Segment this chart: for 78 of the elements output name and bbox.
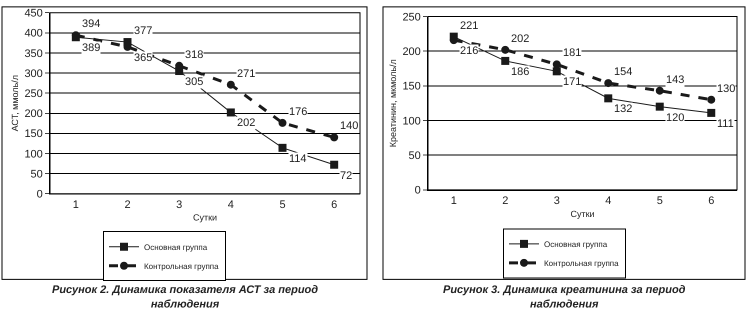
x-tick-label: 3 [176, 198, 182, 211]
data-label: 130 [717, 83, 736, 95]
data-label: 140 [340, 120, 358, 132]
x-tick-label: 2 [124, 198, 131, 211]
data-label: 176 [289, 106, 308, 118]
x-tick-label: 5 [279, 198, 286, 211]
data-label: 318 [185, 49, 204, 61]
point [656, 102, 664, 111]
data-label: 389 [82, 42, 100, 54]
y-tick-label: 0 [414, 184, 421, 197]
y-tick-label: 50 [30, 168, 43, 180]
point [656, 86, 664, 95]
data-label: 394 [82, 18, 100, 30]
point [552, 60, 561, 68]
y-tick-label: 250 [402, 11, 421, 24]
point [707, 96, 716, 104]
data-label: 171 [563, 76, 582, 88]
x-axis-title: Сутки [570, 208, 595, 219]
text: Рисунок 3. Динамика креатинина за период наблюдения [443, 284, 686, 310]
point [501, 46, 510, 54]
y-axis-title: Креатинин, мкмоль/л [388, 59, 398, 148]
point [278, 118, 286, 127]
legend-label: Основная группа [144, 242, 208, 252]
legend-label: Основная группа [544, 240, 608, 249]
text: Рисунок 2. Динамика показателя АСТ за период наблюдения [52, 284, 318, 310]
point [278, 144, 286, 152]
data-label: 365 [134, 52, 152, 64]
y-tick-label: 50 [408, 150, 421, 162]
point [552, 67, 561, 76]
x-tick-label: 1 [72, 198, 79, 211]
y-tick-label: 0 [36, 188, 43, 201]
x-tick-label: 1 [450, 195, 457, 208]
y-tick-label: 300 [24, 68, 43, 80]
data-label: 216 [460, 45, 478, 57]
x-tick-label: 3 [554, 195, 560, 208]
data-label: 181 [563, 47, 582, 59]
x-tick-label: 5 [656, 195, 663, 208]
data-label: 186 [511, 66, 530, 78]
legend-label: Контрольная группа [144, 262, 220, 271]
y-tick-label: 150 [24, 128, 43, 140]
y-tick-label: 150 [402, 80, 421, 93]
data-label: 120 [666, 112, 684, 124]
y-tick-label: 250 [24, 88, 43, 100]
x-tick-label: 4 [228, 198, 234, 211]
data-label: 132 [614, 103, 632, 115]
data-label: 72 [340, 170, 352, 182]
point [330, 160, 338, 169]
x-tick-label: 6 [331, 198, 338, 211]
data-label: 143 [666, 74, 684, 86]
legend-label: Контрольная группа [544, 258, 620, 268]
data-label: 221 [460, 20, 478, 32]
y-tick-label: 350 [24, 48, 43, 60]
point [330, 133, 338, 142]
point [604, 79, 612, 88]
data-label: 154 [614, 66, 632, 78]
x-tick-label: 4 [605, 195, 612, 208]
y-axis-title: АСТ, ммоль/л [10, 75, 20, 132]
point [501, 56, 510, 65]
y-tick-label: 200 [24, 108, 43, 120]
x-tick-label: 2 [502, 195, 508, 208]
data-label: 114 [289, 153, 307, 165]
data-label: 202 [237, 117, 256, 129]
x-tick-label: 6 [708, 195, 714, 208]
point [226, 108, 235, 116]
y-tick-label: 450 [24, 8, 43, 20]
data-label: 202 [511, 33, 530, 45]
data-label: 271 [237, 68, 256, 80]
x-axis-title: Сутки [192, 212, 218, 223]
point [604, 94, 612, 102]
data-label: 377 [134, 25, 152, 37]
point [226, 80, 235, 89]
y-tick-label: 100 [24, 148, 43, 160]
point [707, 108, 716, 117]
y-tick-label: 100 [402, 115, 421, 128]
y-tick-label: 400 [24, 28, 43, 40]
y-tick-label: 200 [402, 46, 421, 58]
data-label: 111 [717, 118, 734, 130]
data-label: 305 [185, 76, 204, 88]
